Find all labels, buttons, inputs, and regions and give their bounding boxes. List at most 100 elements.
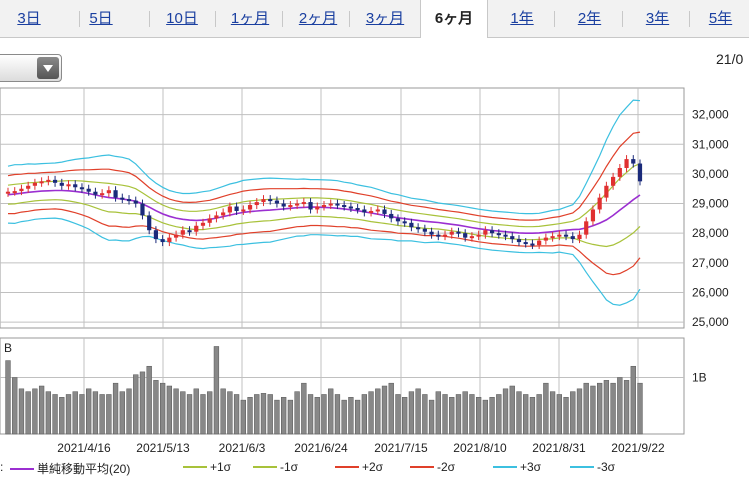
candle-body (79, 187, 85, 190)
volume-bar (119, 391, 125, 435)
volume-bar (59, 397, 65, 435)
volume-bar (509, 385, 515, 435)
volume-bar (294, 391, 300, 435)
volume-bar (361, 394, 367, 435)
tab-8[interactable]: 2年 (577, 10, 602, 27)
volume-bar (126, 388, 132, 435)
price-plot-frame (0, 87, 685, 329)
candle-body (503, 234, 508, 237)
chart-legend: : 単純移動平均(20) +1σ -1σ +2σ -2σ +3σ -3σ (0, 458, 749, 480)
volume-bar (139, 371, 146, 435)
volume-bar (348, 397, 354, 435)
volume-bar (496, 394, 502, 435)
volume-bar (610, 382, 616, 435)
legend-swatch (335, 465, 359, 468)
volume-bar (381, 385, 388, 435)
volume-bar (207, 391, 213, 435)
candle-body (382, 209, 387, 214)
tab-separator (149, 11, 150, 27)
candle-body (221, 212, 226, 216)
date-tick-label: 2021/6/24 (294, 441, 348, 455)
date-tick-label: 2021/5/13 (136, 441, 190, 455)
candle-body (288, 205, 293, 208)
volume-bar (254, 394, 260, 435)
candle-body (368, 210, 374, 213)
candle-body (261, 199, 266, 203)
volume-bar (45, 391, 51, 435)
volume-bar (133, 374, 139, 435)
candle-body (315, 206, 320, 210)
volume-bar (563, 397, 569, 435)
tab-7[interactable]: 1年 (510, 10, 534, 27)
candle-body (617, 168, 622, 177)
volume-bar (227, 391, 233, 435)
tab-0[interactable]: 3日 (17, 10, 41, 27)
legend-swatch (410, 465, 434, 468)
price-tick-label: 32,000 (692, 108, 729, 122)
candle-body (295, 203, 300, 206)
candle-body (456, 231, 461, 234)
series-line-1 (7, 163, 641, 228)
volume-bar (79, 394, 85, 435)
candle-body (227, 206, 232, 213)
price-tick-label: 31,000 (692, 137, 729, 151)
tab-3[interactable]: 1ヶ月 (230, 10, 270, 27)
candle-body (375, 209, 380, 212)
tab-1[interactable]: 5日 (89, 10, 113, 27)
stock-chart: 25,000 26,000 27,000 28,000 29,000 30,000 31,0… (0, 87, 729, 455)
volume-bar (200, 394, 206, 435)
candle-body (402, 221, 407, 224)
candle-body (611, 176, 616, 186)
tab-6[interactable]: 6ヶ月 (420, 0, 488, 38)
candle-body (167, 237, 172, 243)
tab-4[interactable]: 2ヶ月 (298, 10, 338, 27)
legend-label: 単純移動平均(20) (37, 462, 131, 476)
candle-body (516, 239, 522, 243)
volume-bar (267, 394, 273, 435)
volume-bar (328, 388, 334, 435)
candle-body (624, 159, 629, 168)
candle-body (153, 230, 159, 240)
legend-item: +1σ (183, 460, 231, 476)
legend-item: +3σ (493, 460, 541, 476)
candle-body (308, 202, 313, 210)
date-tick-label: 2021/4/16 (57, 441, 111, 455)
candle-body (241, 209, 246, 212)
price-tick-label: 27,000 (692, 256, 729, 270)
volume-bar (106, 394, 112, 435)
tab-separator (622, 11, 623, 27)
volume-bar (462, 391, 468, 435)
candle-body (436, 234, 441, 237)
tab-10[interactable]: 5年 (708, 10, 733, 27)
candle-body (584, 221, 589, 235)
volume-bar (536, 394, 542, 435)
volume-bar (260, 393, 267, 435)
volume-bar (146, 365, 152, 435)
candle-body (335, 203, 340, 206)
candle-body (281, 203, 286, 207)
candle-body (5, 191, 11, 194)
volume-bar (502, 388, 509, 435)
candle-body (631, 159, 636, 164)
volume-bar (597, 382, 603, 435)
tab-2[interactable]: 10日 (166, 10, 198, 27)
candle-body (362, 209, 367, 213)
legend-swatch (253, 465, 277, 468)
volume-bar (287, 399, 294, 435)
tab-5[interactable]: 3ヶ月 (365, 10, 405, 27)
candle-body (32, 182, 37, 186)
volume-bar (193, 388, 199, 435)
dropdown-button[interactable] (37, 57, 59, 79)
volume-bar (529, 397, 536, 435)
chart-type-dropdown[interactable] (0, 54, 62, 82)
volume-bar (159, 382, 166, 435)
candle-body (550, 236, 555, 239)
tab-9[interactable]: 3年 (645, 10, 670, 27)
volume-bar (307, 394, 314, 435)
legend-item: -3σ (570, 460, 615, 476)
tab-separator (79, 11, 80, 27)
volume-bar (112, 382, 119, 435)
legend-label: +3σ (520, 460, 542, 474)
candle-body (194, 225, 199, 232)
candle-body (469, 236, 475, 239)
